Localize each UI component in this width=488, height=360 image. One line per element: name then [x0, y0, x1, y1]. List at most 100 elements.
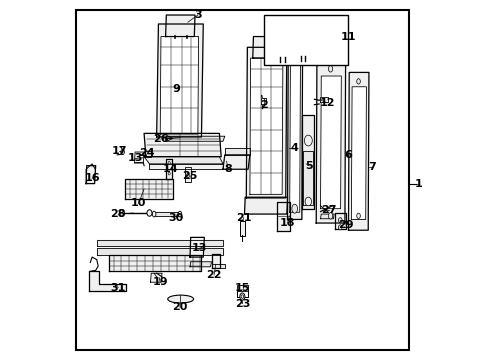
Text: 3: 3	[194, 10, 201, 20]
Ellipse shape	[168, 161, 170, 164]
Polygon shape	[269, 22, 294, 58]
Polygon shape	[149, 164, 223, 169]
Ellipse shape	[328, 213, 332, 219]
Polygon shape	[109, 255, 201, 271]
Polygon shape	[160, 37, 198, 134]
Polygon shape	[316, 58, 345, 223]
Text: 22: 22	[206, 270, 222, 280]
Polygon shape	[150, 273, 162, 282]
Polygon shape	[211, 264, 224, 268]
Ellipse shape	[147, 210, 152, 216]
Polygon shape	[97, 240, 223, 246]
Ellipse shape	[121, 149, 124, 154]
Ellipse shape	[305, 197, 311, 206]
Text: 8: 8	[224, 164, 232, 174]
Polygon shape	[237, 285, 247, 291]
Polygon shape	[184, 167, 191, 182]
Text: 21: 21	[236, 213, 251, 222]
Polygon shape	[249, 58, 282, 194]
Polygon shape	[244, 197, 287, 214]
Polygon shape	[144, 157, 223, 164]
Polygon shape	[271, 30, 292, 54]
Text: 15: 15	[235, 283, 250, 293]
Text: 2: 2	[260, 100, 267, 110]
Polygon shape	[277, 202, 290, 231]
Text: 19: 19	[152, 277, 168, 287]
Text: 13: 13	[192, 243, 207, 253]
Ellipse shape	[241, 295, 243, 298]
Ellipse shape	[338, 225, 341, 230]
Polygon shape	[165, 15, 195, 37]
Ellipse shape	[119, 210, 124, 216]
Text: 4: 4	[290, 143, 298, 153]
Text: 10: 10	[131, 198, 146, 208]
Polygon shape	[134, 152, 144, 163]
Ellipse shape	[186, 174, 189, 178]
Text: 20: 20	[172, 302, 187, 312]
Polygon shape	[320, 76, 341, 209]
Text: 9: 9	[172, 84, 180, 94]
Polygon shape	[223, 155, 249, 169]
Polygon shape	[246, 47, 286, 198]
Ellipse shape	[291, 204, 297, 213]
Polygon shape	[144, 134, 221, 157]
Text: 14: 14	[163, 164, 179, 174]
Polygon shape	[190, 237, 204, 257]
Text: 25: 25	[182, 171, 197, 181]
Text: 17: 17	[111, 146, 126, 156]
Polygon shape	[97, 248, 223, 255]
Polygon shape	[154, 212, 180, 216]
Polygon shape	[166, 159, 172, 179]
Ellipse shape	[152, 211, 156, 217]
Bar	[264, 15, 348, 65]
Text: 28: 28	[110, 209, 126, 219]
Text: 16: 16	[84, 173, 100, 183]
Polygon shape	[125, 179, 172, 199]
Polygon shape	[144, 150, 151, 157]
Ellipse shape	[356, 213, 360, 219]
Polygon shape	[287, 47, 302, 220]
Ellipse shape	[338, 218, 341, 223]
Ellipse shape	[168, 172, 170, 175]
Polygon shape	[252, 37, 280, 58]
Polygon shape	[297, 26, 308, 56]
Text: 24: 24	[139, 148, 155, 158]
Text: 31: 31	[110, 283, 126, 293]
Ellipse shape	[239, 293, 244, 300]
Polygon shape	[156, 24, 203, 137]
Polygon shape	[190, 262, 211, 267]
Text: 7: 7	[367, 162, 375, 172]
Polygon shape	[165, 136, 224, 141]
Text: 6: 6	[344, 150, 352, 160]
Polygon shape	[348, 72, 368, 230]
Text: 18: 18	[279, 218, 295, 228]
Bar	[239, 221, 244, 235]
Ellipse shape	[167, 295, 193, 303]
Polygon shape	[334, 213, 345, 229]
Text: 1: 1	[414, 179, 422, 189]
Polygon shape	[260, 98, 265, 104]
Text: 30: 30	[168, 213, 183, 222]
Text: 26: 26	[153, 134, 169, 144]
Polygon shape	[211, 253, 220, 268]
Polygon shape	[303, 151, 313, 205]
Ellipse shape	[178, 211, 182, 217]
Ellipse shape	[291, 54, 297, 63]
Ellipse shape	[304, 135, 312, 146]
Polygon shape	[320, 214, 333, 219]
Polygon shape	[351, 87, 366, 220]
Text: 5: 5	[305, 161, 312, 171]
Polygon shape	[224, 148, 249, 155]
Polygon shape	[86, 166, 96, 184]
Text: 11: 11	[340, 32, 356, 41]
Polygon shape	[88, 271, 126, 291]
Polygon shape	[301, 116, 314, 209]
Polygon shape	[319, 97, 327, 102]
Text: 23: 23	[235, 299, 250, 309]
Ellipse shape	[328, 66, 332, 72]
Text: 29: 29	[338, 220, 353, 230]
Text: 27: 27	[320, 206, 336, 216]
Ellipse shape	[356, 79, 360, 84]
Text: 13: 13	[127, 153, 142, 163]
Text: 12: 12	[319, 98, 334, 108]
